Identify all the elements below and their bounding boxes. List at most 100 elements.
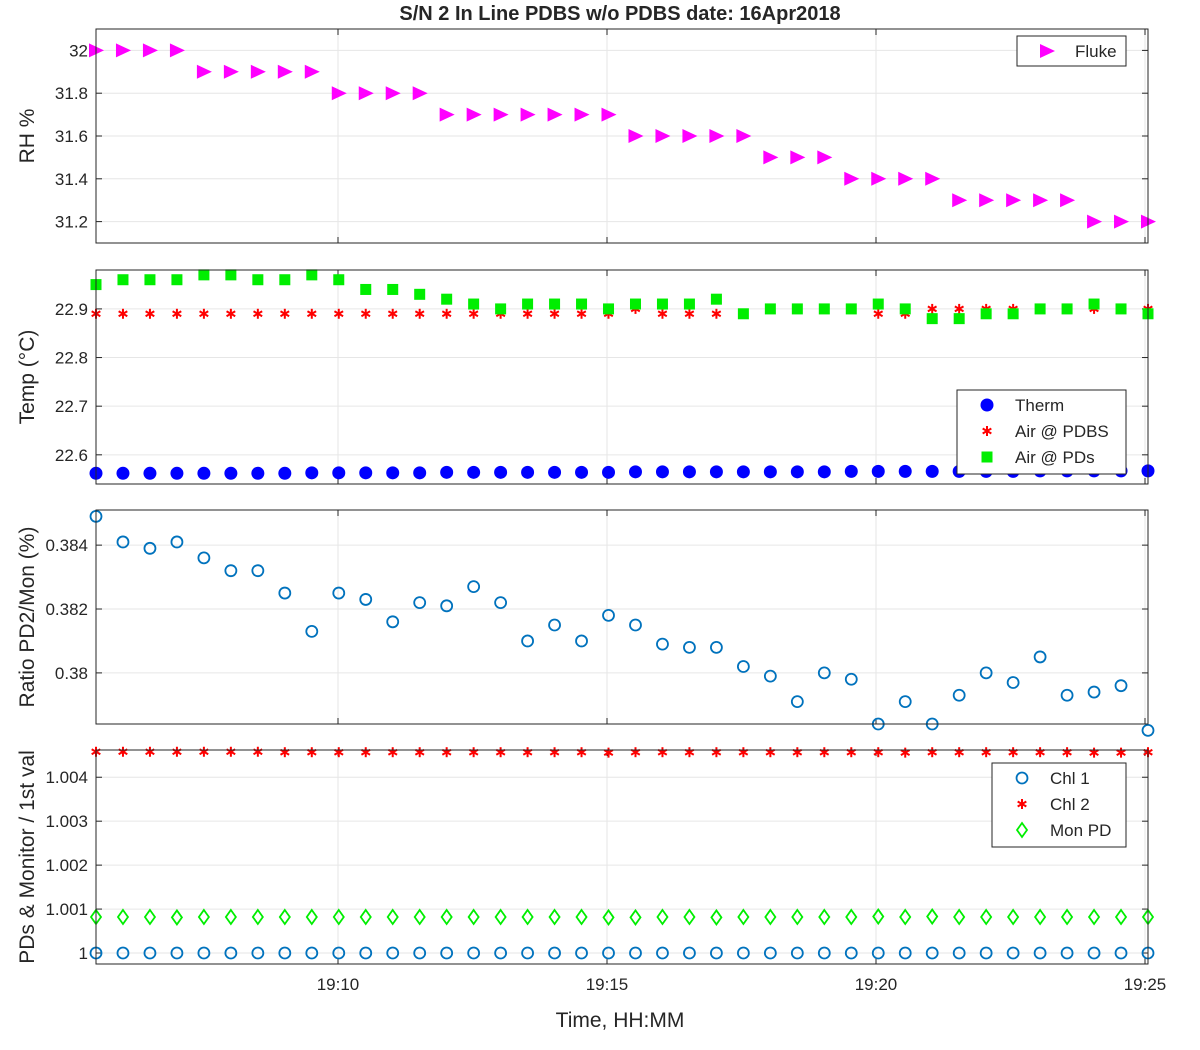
x-tick-label: 19:10 [317,975,360,994]
data-point [711,747,722,758]
y-tick-label: 22.6 [55,446,88,465]
x-tick-label: 19:20 [855,975,898,994]
data-point [1141,723,1155,737]
series-chl-1 [89,946,1155,960]
data-point [522,298,534,310]
data-point [684,747,695,758]
data-point [738,747,749,758]
data-point [765,747,776,758]
y-tick-label: 31.6 [55,127,88,146]
data-point [305,466,319,480]
data-point [952,946,966,960]
data-point [279,747,290,758]
data-point [250,64,266,79]
data-point [495,747,506,758]
data-point [737,308,749,320]
data-point [1033,650,1047,664]
data-point [1060,908,1074,926]
data-point [142,43,158,58]
data-point [602,908,615,926]
data-point [763,669,777,683]
y-tick-label: 1.004 [45,768,88,787]
data-point [143,466,157,480]
data-point [576,747,587,758]
data-point [684,308,695,319]
legend-box [1016,35,1127,67]
data-point [441,747,452,758]
data-point [198,269,210,281]
data-point [196,64,212,79]
data-point [494,596,508,610]
data-point [1087,214,1103,229]
data-point [710,908,723,926]
data-point [603,303,615,315]
data-point [737,908,750,926]
data-point [116,946,130,960]
data-point [360,283,372,295]
data-point [467,465,481,479]
data-point [306,747,317,758]
data-point [602,946,615,960]
legend-label: Chl 2 [1050,795,1090,814]
x-tick-label: 19:25 [1124,975,1167,994]
data-point [332,466,346,480]
panel-3: 0.38 0.382 0.384 Ratio PD2/Mon (%) [16,509,1155,737]
data-point [1006,946,1020,960]
data-point [251,564,265,578]
data-point [1060,688,1074,702]
data-point [709,129,725,143]
x-axis-label: Time, HH:MM [556,1009,685,1032]
data-point [494,946,508,960]
data-point [844,672,858,686]
data-point [494,465,508,479]
data-point [844,464,858,478]
data-point [467,946,481,960]
data-point [493,107,509,122]
panel-2: 22.6 22.7 22.8 22.9 Temp (°C) Therm Air @ PDBS… [16,269,1155,485]
data-point [656,946,669,960]
data-point [1114,908,1128,926]
data-point [1115,303,1127,315]
data-point [172,308,182,319]
data-point [359,908,372,926]
data-point [521,908,534,926]
data-point [278,946,292,960]
panel-1: 31.2 31.4 31.6 31.8 32 RH % Fluke [16,28,1156,244]
data-point [143,541,157,555]
y-axis-label: RH % [16,109,39,164]
legend-marker [1015,771,1029,785]
data-point [387,747,398,758]
data-point [845,908,858,926]
plot-area [96,510,1148,724]
data-point [628,465,642,479]
data-point [736,660,750,673]
data-point [629,618,642,632]
series-chl-2 [91,746,1153,758]
data-point [358,86,374,101]
data-point [819,747,830,758]
data-point [1061,303,1073,315]
data-point [359,946,373,960]
data-point [630,747,641,758]
data-point [333,308,344,319]
data-point [927,303,938,314]
data-point [925,946,939,960]
legend: Therm Air @ PDBS Air @ PDs [956,389,1127,475]
data-point [979,946,993,960]
series-1 [89,509,1155,737]
data-point [386,908,399,926]
y-tick-label: 22.8 [55,349,88,368]
data-point [331,86,347,101]
data-point [278,908,291,926]
data-point [170,466,184,480]
data-point [279,308,290,319]
data-point [763,946,777,960]
data-point [549,747,560,758]
data-point [791,908,804,926]
data-point [279,274,291,286]
data-point [170,946,184,960]
data-point [872,907,885,926]
y-axis-label: PDs & Monitor / 1st val [16,750,39,964]
data-point [1033,946,1047,960]
